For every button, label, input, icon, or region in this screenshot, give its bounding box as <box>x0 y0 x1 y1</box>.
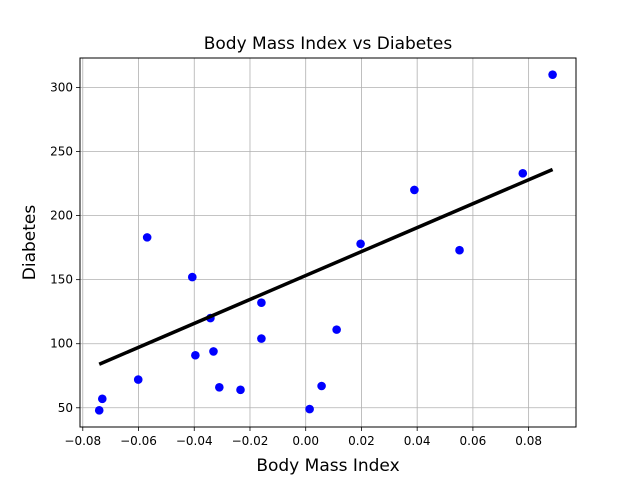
x-tick-label: 0.02 <box>348 434 375 448</box>
scatter-point <box>209 347 218 356</box>
y-tick-label: 50 <box>58 401 73 415</box>
scatter-point <box>356 239 365 249</box>
x-tick-label: 0.00 <box>292 434 319 448</box>
x-tick-label: −0.08 <box>64 434 101 448</box>
y-tick-label: 200 <box>50 209 73 223</box>
x-tick-label: −0.06 <box>120 434 157 448</box>
scatter-point <box>518 169 528 178</box>
scatter-point <box>94 406 104 415</box>
axis-ticks: −0.08 −0.06 −0.04 −0.02 0.00 0.02 0.04 0.06 0.08… <box>50 80 542 448</box>
x-axis-label: Body Mass Index <box>256 456 399 476</box>
scatter-point <box>187 272 197 282</box>
data-marks <box>94 70 557 415</box>
x-tick-label: 0.08 <box>515 434 542 448</box>
x-tick-label: 0.06 <box>460 434 487 448</box>
scatter-point <box>317 381 326 391</box>
y-tick-label: 150 <box>50 273 73 287</box>
scatter-point <box>97 394 107 404</box>
y-tick-label: 300 <box>50 80 73 94</box>
scatter-point <box>257 298 266 308</box>
scatter-point <box>257 334 266 343</box>
x-tick-label: −0.02 <box>232 434 269 448</box>
scatter-point <box>410 185 419 195</box>
plot-frame <box>79 57 577 428</box>
regression-line <box>98 167 554 366</box>
scatter-point <box>133 375 143 384</box>
x-tick-label: −0.04 <box>176 434 213 448</box>
chart-title: Body Mass Index vs Diabetes <box>204 34 453 54</box>
y-tick-label: 100 <box>50 337 73 351</box>
scatter-point <box>332 325 341 334</box>
scatter-point <box>236 385 245 395</box>
scatter-point <box>142 233 152 242</box>
scatter-point <box>455 245 464 255</box>
scatter-point <box>548 70 557 79</box>
scatter-point <box>191 350 200 360</box>
x-tick-label: 0.04 <box>404 434 431 448</box>
scatter-point <box>215 382 224 392</box>
scatter-point <box>305 404 314 414</box>
grid-lines <box>80 58 576 427</box>
y-axis-label: Diabetes <box>20 205 40 281</box>
y-tick-label: 250 <box>50 145 73 159</box>
